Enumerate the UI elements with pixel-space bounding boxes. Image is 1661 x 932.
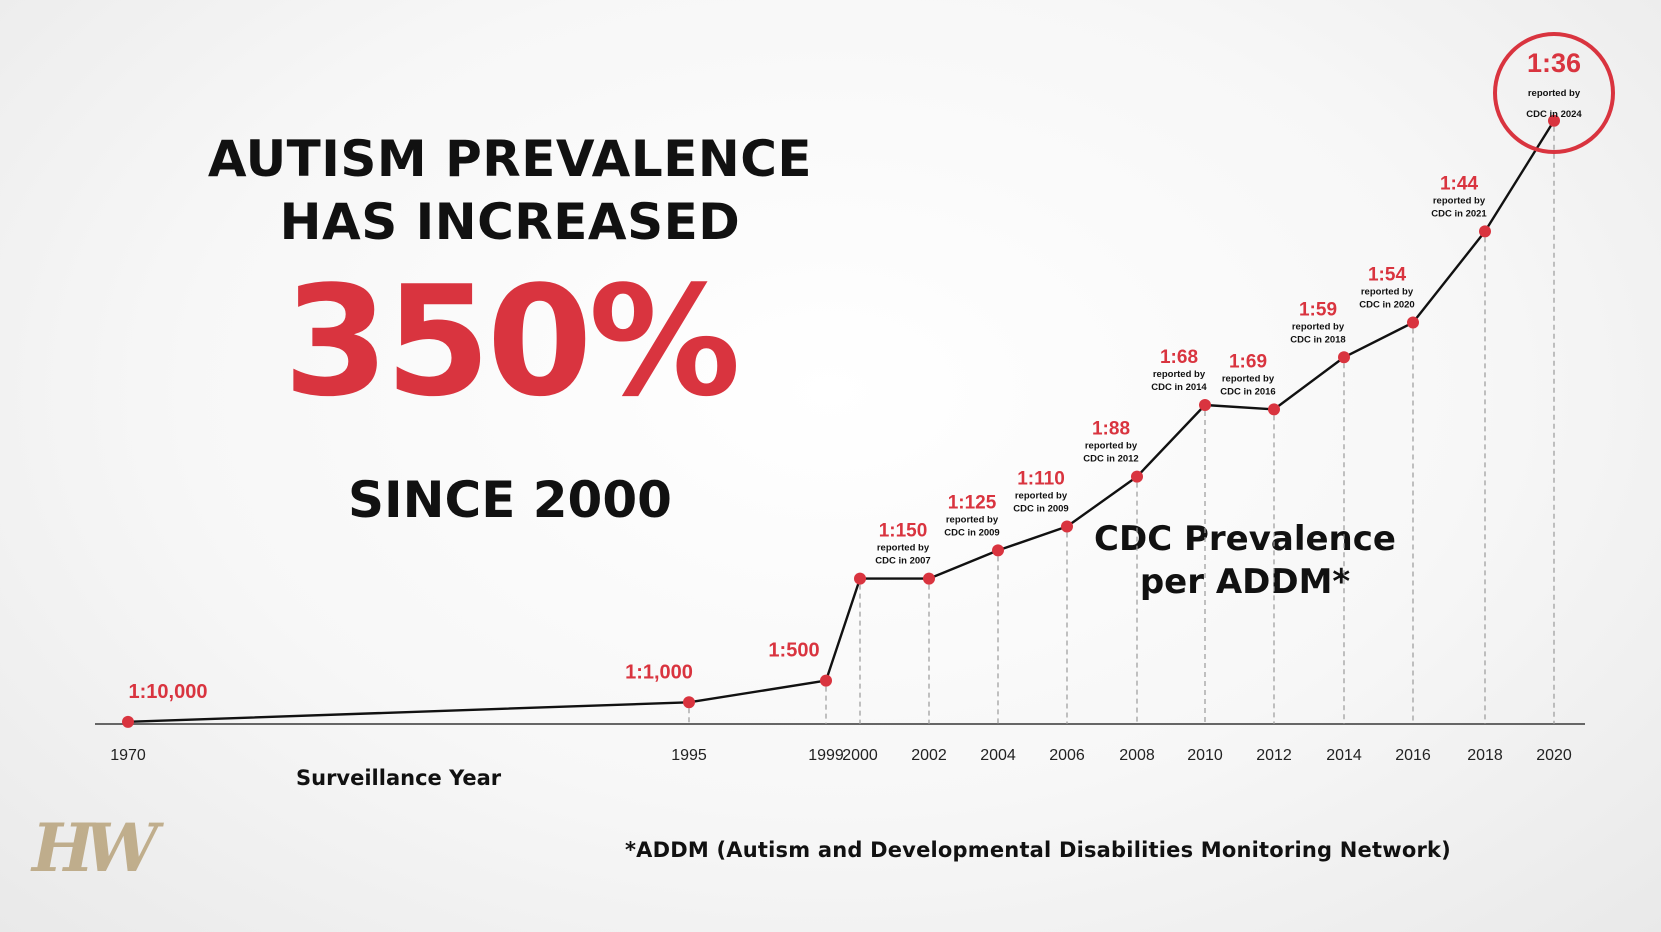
data-note-1-2002: reported by [877,543,930,554]
data-note-2-2010: CDC in 2014 [1151,382,1207,393]
data-note-2-2018: CDC in 2021 [1431,208,1487,219]
data-label-2008: 1:88 [1092,419,1130,440]
data-label-2004: 1:125 [948,492,997,513]
data-point-1970 [122,715,134,728]
x-tick-2010: 2010 [1187,747,1223,764]
data-note-2-2004: CDC in 2009 [944,527,999,538]
data-label-2018: 1:44 [1440,173,1478,194]
data-note-2-2006: CDC in 2009 [1013,504,1068,515]
series-label: CDC Prevalence per ADDM* [1040,518,1450,604]
data-point-2006 [1061,520,1073,533]
data-label-2014: 1:59 [1299,299,1337,320]
data-point-2018 [1479,225,1491,238]
data-label-2012: 1:69 [1229,351,1267,372]
headline: AUTISM PREVALENCE HAS INCREASED [120,128,900,254]
highlight-ring [1493,32,1615,154]
data-label-1970: 1:10,000 [129,681,208,703]
x-tick-2018: 2018 [1467,747,1503,764]
data-note-1-2004: reported by [946,514,999,525]
x-tick-2006: 2006 [1049,747,1085,764]
data-note-1-2014: reported by [1292,321,1345,332]
headline-line-2: HAS INCREASED [279,193,741,251]
x-tick-2016: 2016 [1395,747,1431,764]
x-tick-2020: 2020 [1536,747,1572,764]
percent-increase: 350% [283,253,741,430]
series-label-line-1: CDC Prevalence [1094,519,1396,559]
data-point-2010 [1199,399,1211,412]
data-note-1-2012: reported by [1222,373,1275,384]
data-note-2-2002: CDC in 2007 [875,556,930,567]
data-note-2-2008: CDC in 2012 [1083,454,1138,465]
data-point-2002 [923,572,935,585]
x-tick-1999: 1999 [808,747,844,764]
data-note-1-2006: reported by [1015,491,1068,502]
x-tick-1970: 1970 [110,747,146,764]
data-note-2-2016: CDC in 2020 [1359,300,1414,311]
data-point-2004 [992,544,1004,557]
x-tick-2000: 2000 [842,747,878,764]
data-note-1-2008: reported by [1085,441,1138,452]
series-line [127,120,1556,724]
data-note-2-2012: CDC in 2016 [1220,386,1275,397]
data-label-2010: 1:68 [1160,347,1198,368]
data-point-2014 [1338,351,1350,364]
data-note-1-2010: reported by [1153,369,1206,380]
data-point-1995 [683,696,695,709]
x-tick-1995: 1995 [671,747,707,764]
series-label-line-2: per ADDM* [1139,562,1351,602]
data-label-2006: 1:110 [1017,469,1065,490]
footnote: *ADDM (Autism and Developmental Disabili… [625,838,1451,862]
data-note-1-2020: reported by [1528,88,1581,99]
data-note-2-2020: CDC in 2024 [1526,109,1582,120]
x-tick-2014: 2014 [1326,747,1362,764]
data-note-1-2018: reported by [1433,195,1486,206]
x-axis-title: Surveillance Year [296,766,502,790]
data-note-1-2016: reported by [1361,287,1414,298]
data-point-2016 [1407,316,1419,329]
x-tick-2008: 2008 [1119,747,1155,764]
data-label-2016: 1:54 [1368,265,1406,286]
data-note-2-2014: CDC in 2018 [1290,334,1345,345]
data-label-2002: 1:150 [879,521,928,542]
data-label-1999: 1:500 [768,640,819,662]
data-point-2000 [854,572,866,585]
data-point-2008 [1131,470,1143,483]
data-point-2020 [1548,114,1560,127]
x-tick-2002: 2002 [911,747,947,764]
data-point-2012 [1268,403,1280,416]
data-label-1995: 1:1,000 [625,661,693,683]
x-tick-2012: 2012 [1256,747,1292,764]
since-year: SINCE 2000 [348,471,672,529]
hw-logo: HW [32,809,159,887]
data-label-2020: 1:36 [1527,48,1581,78]
x-tick-2004: 2004 [980,747,1016,764]
data-point-1999 [820,674,832,687]
headline-line-1: AUTISM PREVALENCE [207,130,813,188]
